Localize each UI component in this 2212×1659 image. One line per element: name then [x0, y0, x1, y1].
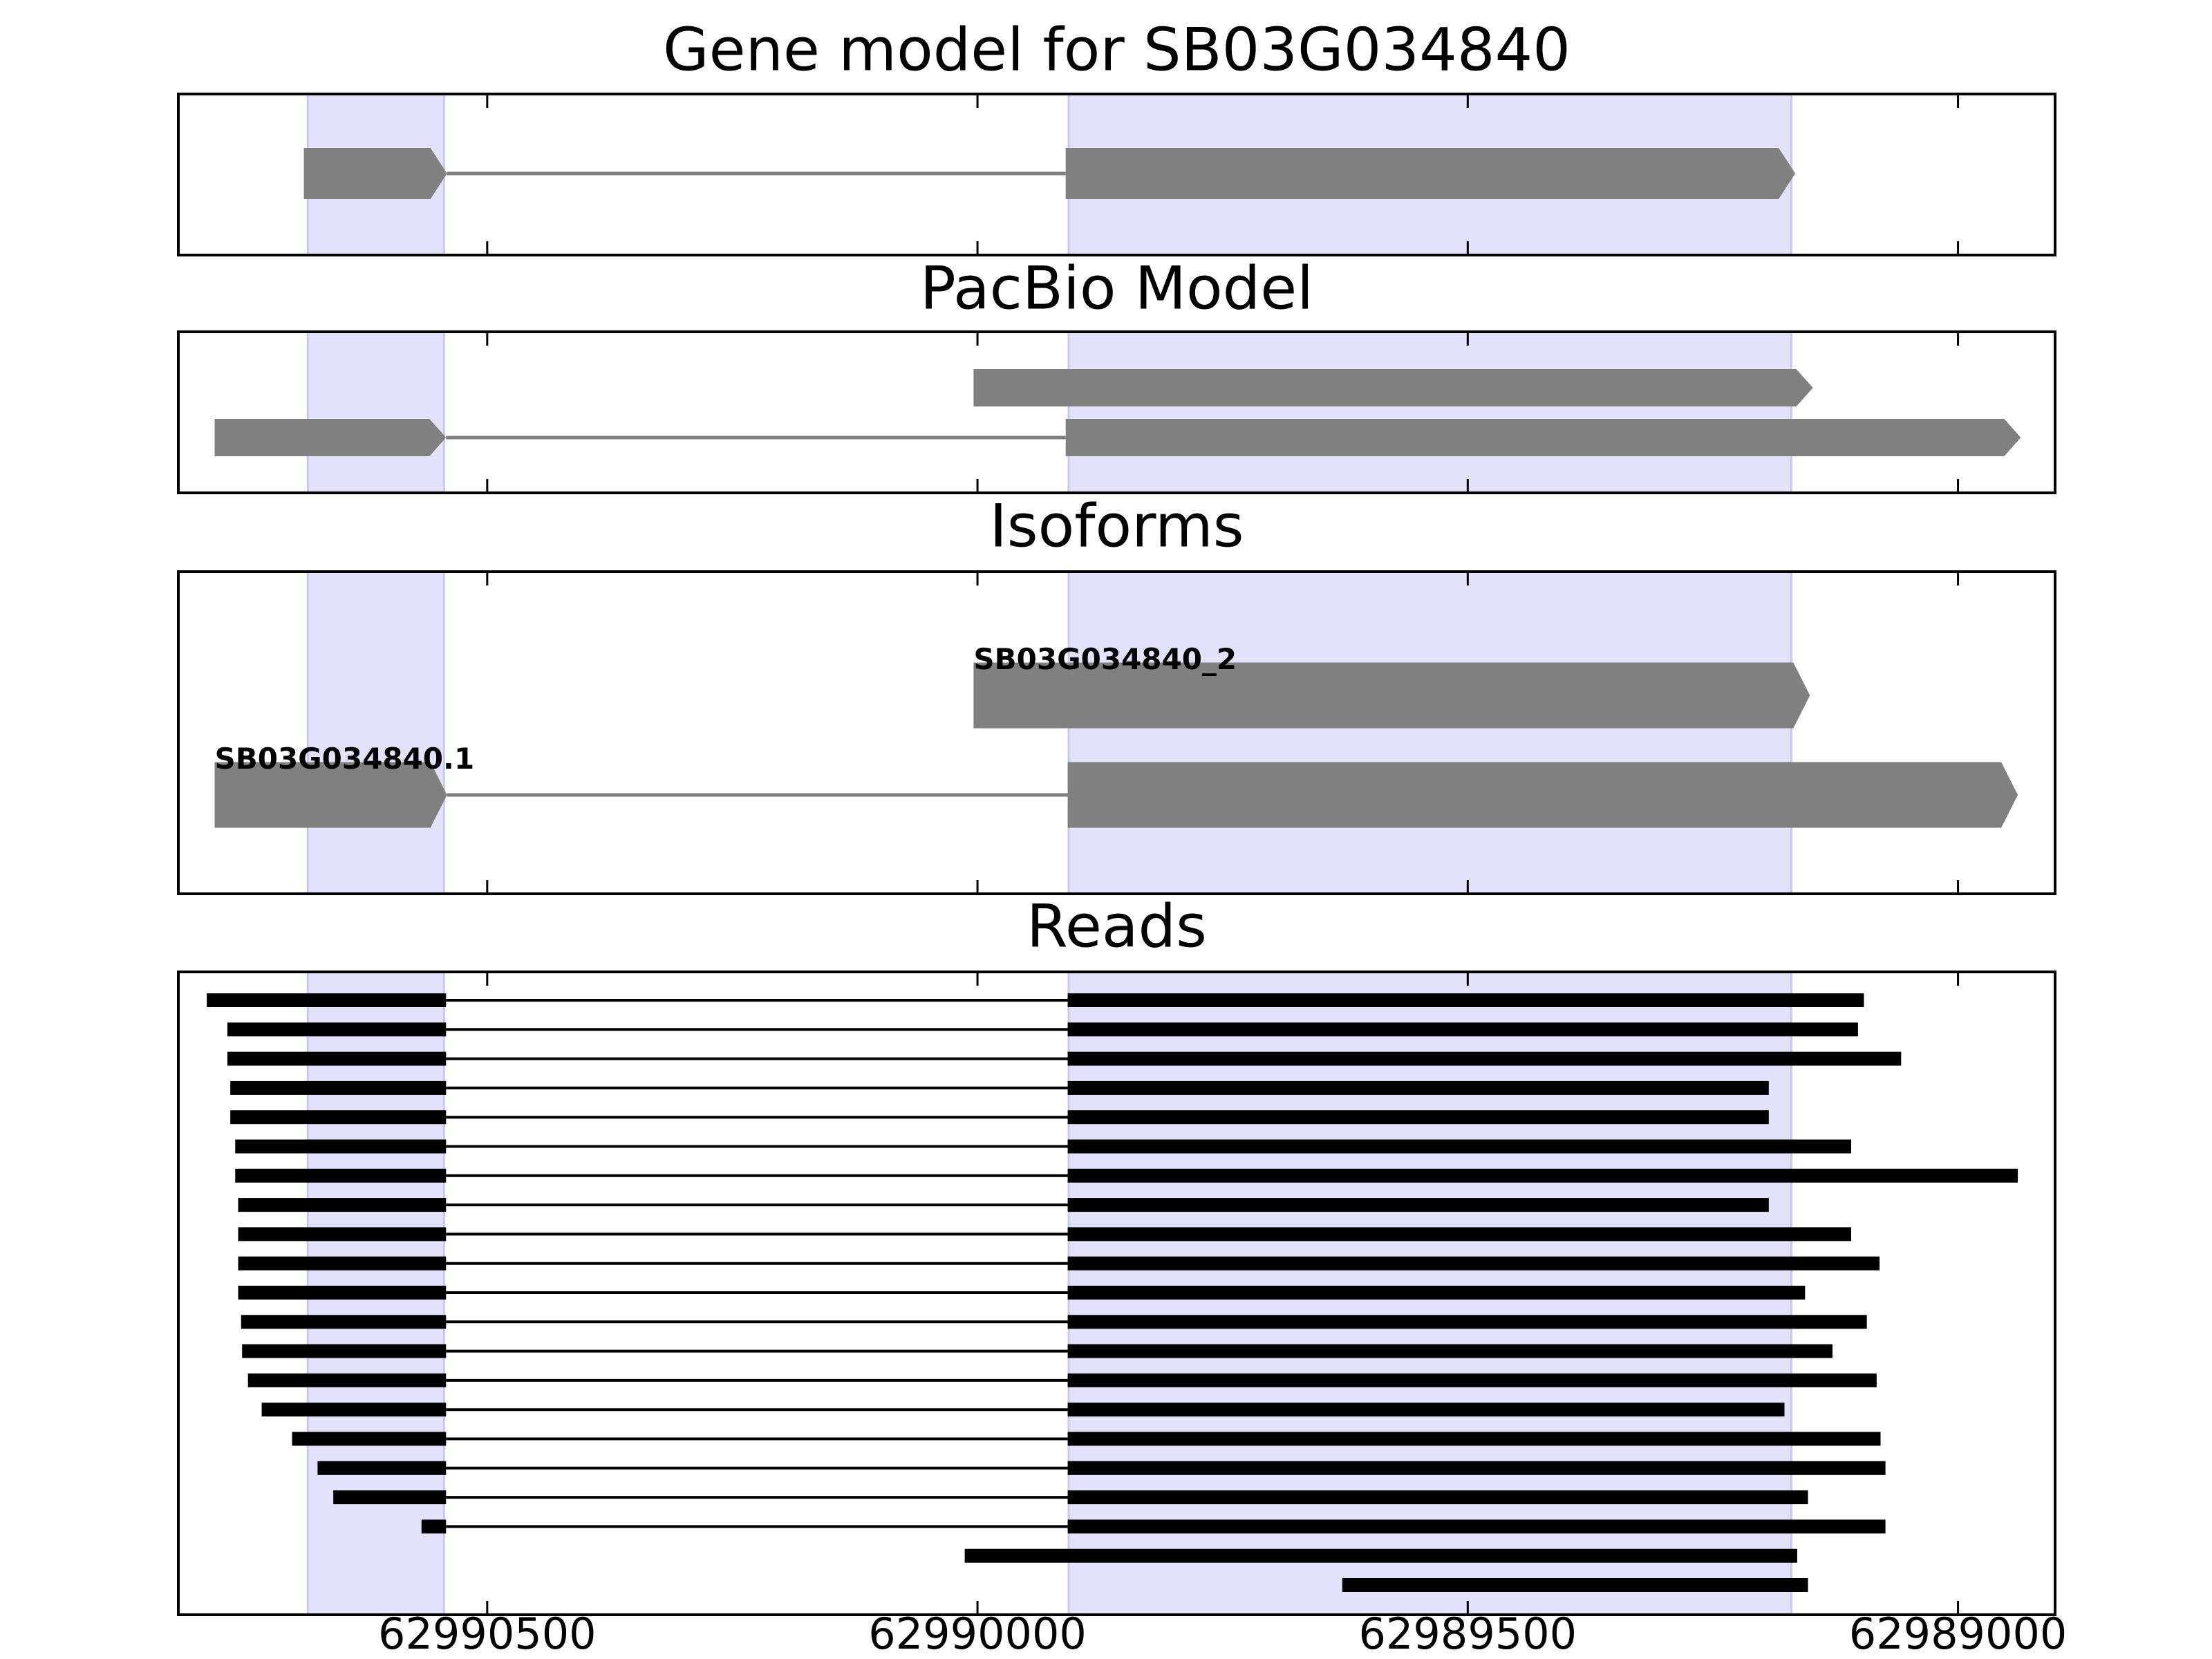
- read-block: [238, 1256, 447, 1271]
- read-block: [1067, 1315, 1867, 1329]
- read-block: [1067, 1373, 1877, 1387]
- read-block: [317, 1461, 447, 1475]
- panel-title: Isoforms: [989, 491, 1244, 561]
- read-block: [1067, 1022, 1858, 1037]
- read-block: [261, 1403, 447, 1417]
- exon: [1067, 762, 2018, 828]
- panel-title: PacBio Model: [920, 254, 1313, 323]
- exon: [214, 762, 447, 828]
- exon: [973, 662, 1810, 729]
- x-tick-label: 62990500: [378, 1609, 597, 1659]
- panel-frame: [177, 570, 2056, 895]
- isoform-label: SB03G034840_2: [973, 642, 1237, 676]
- exon: [214, 419, 447, 456]
- read-block: [333, 1490, 447, 1505]
- read-block: [238, 1227, 447, 1241]
- exon: [1065, 148, 1796, 199]
- panel-title: Reads: [1027, 892, 1207, 961]
- read-block: [1067, 1344, 1833, 1358]
- panel-frame: [177, 330, 2056, 494]
- read-block: [1067, 1051, 1902, 1066]
- exon: [1065, 419, 2021, 456]
- read-block: [1067, 1490, 1808, 1505]
- read-block: [235, 1168, 447, 1183]
- read-block: [227, 1022, 447, 1037]
- exon-highlight: [1067, 570, 1792, 895]
- read-block: [238, 1198, 447, 1212]
- panel-frame: [177, 971, 2056, 1616]
- read-block: [292, 1432, 447, 1446]
- read-block: [1067, 1080, 1769, 1095]
- read-block: [242, 1344, 447, 1358]
- read-block: [1067, 1403, 1785, 1417]
- panel-frame: [177, 93, 2056, 256]
- read-block: [1342, 1578, 1808, 1592]
- panel-title: Gene model for SB03G034840: [663, 15, 1571, 84]
- read-block: [421, 1519, 447, 1534]
- read-block: [1067, 1519, 1886, 1534]
- x-tick-label: 62989500: [1359, 1609, 1577, 1659]
- exon-highlight: [1067, 330, 1792, 494]
- read-block: [1067, 1256, 1880, 1271]
- read-block: [1067, 1139, 1851, 1154]
- x-tick-label: 62990000: [868, 1609, 1087, 1659]
- read-block: [230, 1110, 447, 1125]
- read-block: [241, 1315, 447, 1329]
- read-block: [227, 1051, 447, 1066]
- read-block: [964, 1548, 1797, 1563]
- isoform-label: SB03G034840.1: [214, 742, 474, 776]
- exon-highlight: [306, 570, 445, 895]
- read-block: [1067, 1110, 1769, 1125]
- read-block: [207, 993, 447, 1007]
- read-block: [1067, 1168, 2018, 1183]
- exon: [973, 369, 1813, 406]
- read-block: [230, 1080, 447, 1095]
- read-block: [238, 1286, 447, 1300]
- x-tick-label: 62989000: [1849, 1609, 2068, 1659]
- read-block: [1067, 1286, 1806, 1300]
- read-block: [1067, 1432, 1881, 1446]
- read-block: [1067, 1227, 1851, 1241]
- exon-highlight: [306, 330, 445, 494]
- read-block: [235, 1139, 447, 1154]
- read-block: [1067, 1461, 1886, 1475]
- read-block: [1067, 1198, 1769, 1212]
- read-block: [247, 1373, 447, 1387]
- read-block: [1067, 993, 1864, 1007]
- exon: [303, 148, 447, 199]
